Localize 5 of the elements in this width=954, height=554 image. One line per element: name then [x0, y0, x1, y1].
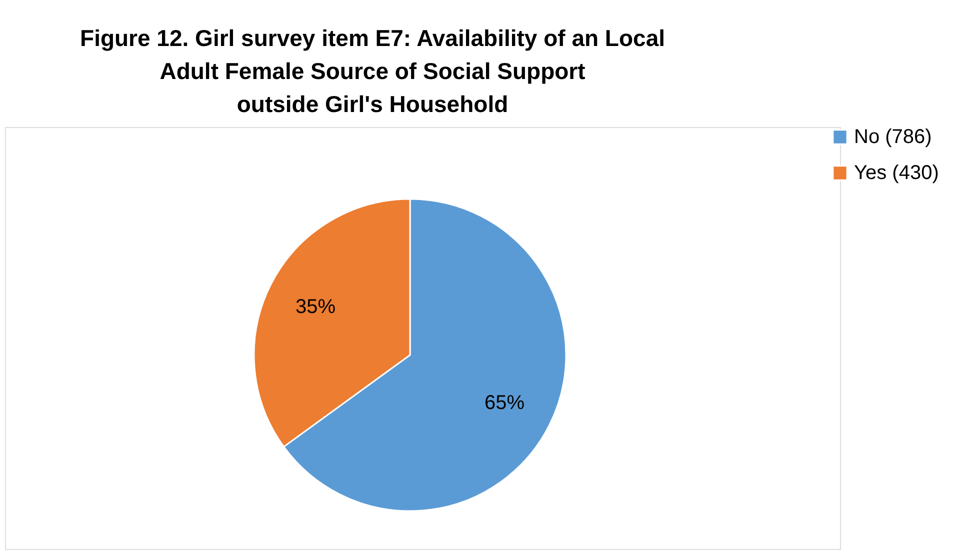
legend-label: Yes (430) [854, 162, 939, 184]
data-label: 35% [295, 296, 336, 318]
data-label: 65% [484, 392, 525, 414]
legend-label: No (786) [854, 126, 932, 148]
chart-title: Figure 12. Girl survey item E7: Availability of an Local Adult Female Source of Social Support outside Girl's Household [80, 25, 665, 117]
